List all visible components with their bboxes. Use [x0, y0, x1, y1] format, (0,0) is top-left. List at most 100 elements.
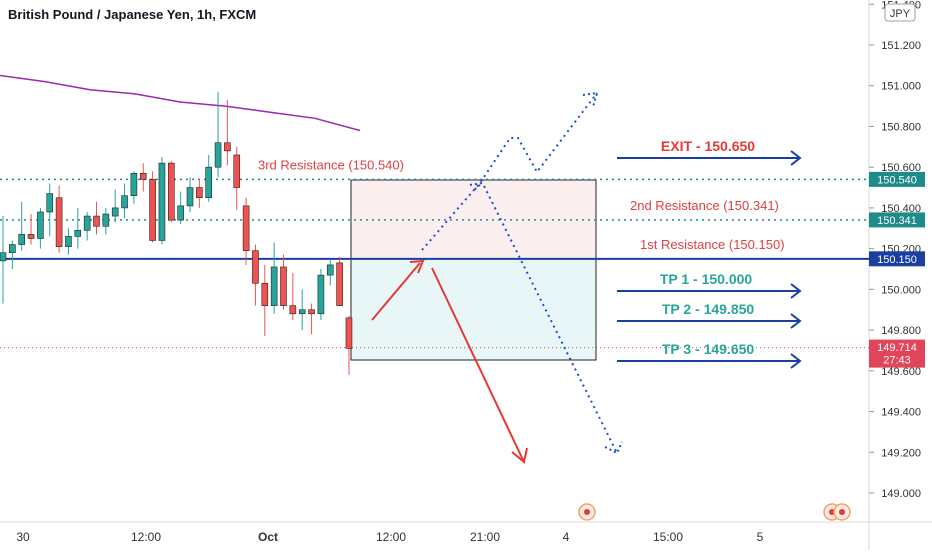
up-arrow-head — [409, 259, 425, 274]
target-arrow-head — [790, 353, 802, 369]
resistance-label-1: 3rd Resistance (150.540) — [258, 157, 404, 172]
candle[interactable] — [83, 215, 91, 231]
y-tick-label: 149.600 — [881, 366, 921, 378]
trade-zones — [350, 179, 597, 361]
candle[interactable] — [224, 142, 231, 152]
candle[interactable] — [102, 213, 110, 227]
candle[interactable] — [177, 205, 184, 221]
up-arrow-line[interactable] — [371, 262, 421, 321]
bullish-path[interactable] — [421, 92, 598, 251]
x-tick-label: 30 — [16, 530, 30, 544]
candle[interactable] — [289, 305, 297, 315]
candle[interactable] — [308, 309, 315, 315]
chart-title: British Pound / Japanese Yen, 1h, FXCM — [8, 7, 256, 22]
candle[interactable] — [252, 250, 259, 284]
target-arrow-head — [790, 150, 802, 166]
candle[interactable] — [261, 282, 269, 306]
candle[interactable] — [74, 230, 82, 237]
candle[interactable] — [9, 244, 16, 254]
candle[interactable] — [298, 309, 306, 315]
candle[interactable] — [158, 162, 166, 241]
y-tick-label: 149.000 — [881, 488, 921, 500]
price-marker[interactable] — [869, 339, 925, 368]
y-tick-label: 149.400 — [881, 407, 921, 419]
target-label-3: TP 2 - 149.850 — [662, 301, 755, 317]
down-arrow-head — [511, 447, 528, 464]
candle[interactable] — [326, 264, 334, 276]
candle[interactable] — [336, 262, 343, 306]
candle[interactable] — [139, 172, 147, 180]
economic-event-dot — [839, 509, 845, 515]
candle[interactable] — [186, 187, 194, 207]
candle[interactable] — [46, 193, 54, 213]
candle[interactable] — [93, 215, 100, 227]
target-label-2: TP 1 - 150.000 — [660, 271, 753, 287]
x-tick-label: 12:00 — [131, 530, 161, 544]
candle[interactable] — [37, 211, 44, 239]
candle[interactable] — [65, 236, 72, 247]
candle[interactable] — [130, 172, 138, 196]
time-axis[interactable]: 30 12:00 Oct 12:00 21:00 4 15:00 5 — [16, 530, 763, 544]
y-tick-label: 149.800 — [881, 325, 921, 337]
candle[interactable] — [196, 187, 203, 199]
candle[interactable] — [345, 317, 353, 349]
candle[interactable] — [168, 162, 175, 221]
price-marker[interactable] — [869, 251, 925, 267]
target-arrow-head — [790, 283, 802, 299]
candle[interactable] — [242, 205, 250, 251]
moving-average-line[interactable] — [0, 74, 361, 132]
resistance-label-2: 2nd Resistance (150.341) — [630, 198, 779, 213]
candle[interactable] — [18, 234, 26, 245]
moving-average-layer — [0, 74, 361, 132]
candle[interactable] — [111, 207, 119, 217]
resistance-label-3: 1st Resistance (150.150) — [640, 237, 785, 252]
target-labels: EXIT - 150.650 TP 1 - 150.000 TP 2 - 149.8… — [617, 138, 802, 369]
price-marker-label: 150.150 — [877, 254, 917, 266]
currency-badge[interactable] — [884, 3, 916, 22]
candle[interactable] — [149, 179, 156, 241]
price-marker-label: 150.341 — [877, 215, 917, 227]
y-tick-label: 151.200 — [881, 40, 921, 52]
candle[interactable] — [121, 195, 128, 209]
y-tick-label: 151.000 — [881, 81, 921, 93]
price-axis[interactable]: 149.000 149.200 149.400 149.600 149.800 150.0… — [869, 0, 921, 500]
y-tick-label: 150.000 — [881, 284, 921, 296]
currency-badge-label: JPY — [890, 8, 911, 20]
down-arrow-line[interactable] — [431, 267, 525, 463]
bearish-path-head — [604, 441, 623, 455]
candle[interactable] — [280, 266, 287, 306]
resistance-levels: 3rd Resistance (150.540) 2nd Resistance (… — [0, 157, 869, 349]
x-tick-label: 4 — [563, 530, 570, 544]
target-label-1: EXIT - 150.650 — [661, 138, 755, 154]
x-tick-label: 5 — [757, 530, 764, 544]
candle[interactable] — [55, 197, 63, 247]
x-tick-label: 15:00 — [653, 530, 683, 544]
price-marker-label: 149.714 — [877, 342, 917, 354]
x-tick-label: 12:00 — [376, 530, 406, 544]
bar-countdown-label: 27:43 — [883, 355, 911, 367]
y-tick-label: 150.400 — [881, 203, 921, 215]
x-tick-label: Oct — [258, 530, 278, 544]
economic-event-dot — [584, 509, 590, 515]
y-tick-label: 150.600 — [881, 162, 921, 174]
candle[interactable] — [0, 252, 7, 262]
candle[interactable] — [270, 266, 278, 306]
price-marker-label: 150.540 — [877, 174, 917, 186]
candle[interactable] — [27, 234, 35, 239]
price-marker[interactable] — [869, 212, 925, 228]
y-tick-label: 150.800 — [881, 121, 921, 133]
candles — [0, 91, 353, 375]
price-marker[interactable] — [869, 171, 925, 187]
projection-drawings — [371, 91, 623, 464]
event-markers — [578, 503, 851, 521]
candle[interactable] — [317, 274, 325, 315]
candle[interactable] — [233, 154, 241, 188]
target-zone[interactable] — [350, 258, 597, 361]
candle[interactable] — [205, 166, 212, 199]
bearish-path[interactable] — [483, 185, 618, 454]
candle[interactable] — [214, 142, 222, 168]
y-tick-label: 149.200 — [881, 447, 921, 459]
